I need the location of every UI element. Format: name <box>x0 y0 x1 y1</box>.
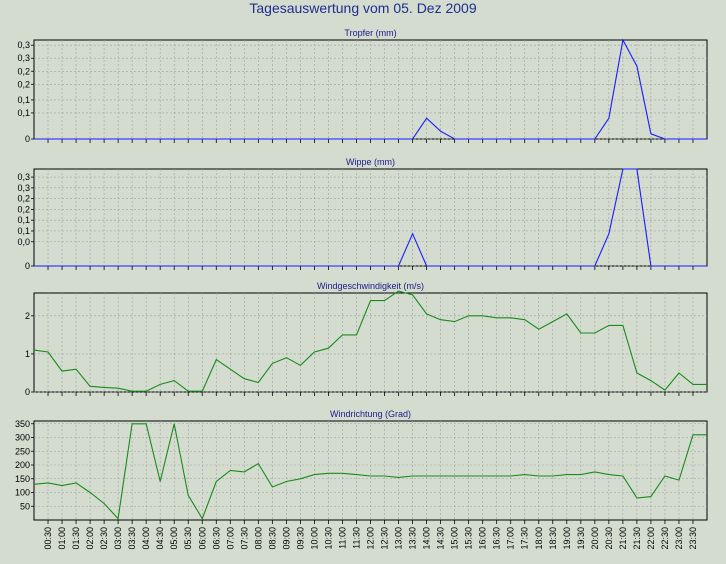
x-tick-label: 15:00 <box>450 527 460 550</box>
series-line <box>34 168 707 267</box>
page-title: Tagesauswertung vom 05. Dez 2009 <box>249 0 477 16</box>
x-tick-label: 16:00 <box>478 527 488 550</box>
x-tick-label: 02:30 <box>99 527 109 550</box>
x-tick-label: 20:30 <box>604 527 614 550</box>
y-tick-label: 0 <box>25 387 30 397</box>
x-tick-label: 22:30 <box>660 527 670 550</box>
x-tick-label: 13:30 <box>408 527 418 550</box>
series-line <box>33 290 707 392</box>
panel-title: Tropfer (mm) <box>344 28 396 38</box>
x-tick-label: 19:00 <box>562 527 572 550</box>
y-tick-label: 0,2 <box>17 66 30 76</box>
y-tick-label: 0,2 <box>17 194 30 204</box>
x-tick-label: 05:00 <box>169 527 179 550</box>
x-tick-label: 23:00 <box>674 527 684 550</box>
y-tick-label: 0,3 <box>17 53 30 63</box>
panel-title: Wippe (mm) <box>346 157 395 167</box>
y-tick-label: 0,2 <box>17 204 30 214</box>
x-tick-label: 03:00 <box>113 527 123 550</box>
y-tick-label: 2 <box>25 311 30 321</box>
x-tick-label: 20:00 <box>590 527 600 550</box>
y-tick-label: 0 <box>25 261 30 271</box>
x-tick-label: 04:00 <box>141 527 151 550</box>
x-tick-label: 08:00 <box>253 527 263 550</box>
y-tick-label: 0,1 <box>17 215 30 225</box>
x-tick-label: 00:30 <box>43 527 53 550</box>
x-tick-label: 12:00 <box>366 527 376 550</box>
series-line <box>33 423 707 520</box>
x-tick-label: 06:30 <box>211 527 221 550</box>
x-tick-label: 18:30 <box>548 527 558 550</box>
y-tick-label: 0 <box>25 134 30 144</box>
x-tick-label: 23:30 <box>688 527 698 550</box>
y-tick-label: 0,0 <box>17 237 30 247</box>
y-tick-label: 350 <box>15 419 30 429</box>
panel-title: Windgeschwindigkeit (m/s) <box>317 281 424 291</box>
y-tick-label: 0,3 <box>17 40 30 50</box>
y-tick-label: 300 <box>15 433 30 443</box>
x-tick-label: 06:00 <box>197 527 207 550</box>
x-tick-label: 01:30 <box>71 527 81 550</box>
x-tick-label: 01:00 <box>57 527 67 550</box>
y-tick-label: 0,3 <box>17 183 30 193</box>
y-tick-label: 0,1 <box>17 108 30 118</box>
y-tick-label: 100 <box>15 488 30 498</box>
y-tick-label: 0,2 <box>17 79 30 89</box>
x-tick-label: 16:30 <box>492 527 502 550</box>
x-tick-label: 02:00 <box>85 527 95 550</box>
y-tick-label: 200 <box>15 460 30 470</box>
panel-title: Windrichtung (Grad) <box>330 409 411 419</box>
x-tick-label: 05:30 <box>183 527 193 550</box>
x-tick-label: 12:30 <box>380 527 390 550</box>
x-tick-label: 11:00 <box>337 527 347 549</box>
x-tick-label: 19:30 <box>576 527 586 550</box>
x-tick-label: 09:30 <box>295 527 305 550</box>
x-tick-label: 13:00 <box>394 527 404 550</box>
x-tick-label: 14:00 <box>422 527 432 550</box>
x-tick-label: 10:00 <box>309 527 319 550</box>
y-tick-label: 0,1 <box>17 95 30 105</box>
series-line <box>34 38 707 140</box>
x-tick-label: 03:30 <box>127 527 137 550</box>
y-tick-label: 0,3 <box>17 172 30 182</box>
y-tick-label: 1 <box>25 349 30 359</box>
y-tick-label: 50 <box>20 501 30 511</box>
y-tick-label: 150 <box>15 474 30 484</box>
x-tick-label: 14:30 <box>436 527 446 550</box>
x-tick-label: 17:30 <box>520 527 530 550</box>
x-tick-label: 22:00 <box>646 527 656 550</box>
x-tick-label: 10:30 <box>323 527 333 550</box>
x-tick-label: 18:00 <box>534 527 544 550</box>
y-tick-label: 250 <box>15 446 30 456</box>
x-tick-label: 07:30 <box>239 527 249 550</box>
x-tick-label: 07:00 <box>225 527 235 550</box>
x-tick-label: 17:00 <box>506 527 516 550</box>
x-tick-label: 09:00 <box>281 527 291 550</box>
y-tick-label: 0,1 <box>17 226 30 236</box>
x-tick-label: 15:30 <box>464 527 474 550</box>
x-tick-label: 21:30 <box>632 527 642 550</box>
x-tick-label: 21:00 <box>618 527 628 550</box>
x-tick-label: 08:30 <box>267 527 277 550</box>
x-tick-label: 04:30 <box>155 527 165 550</box>
x-tick-label: 11:30 <box>351 527 361 549</box>
